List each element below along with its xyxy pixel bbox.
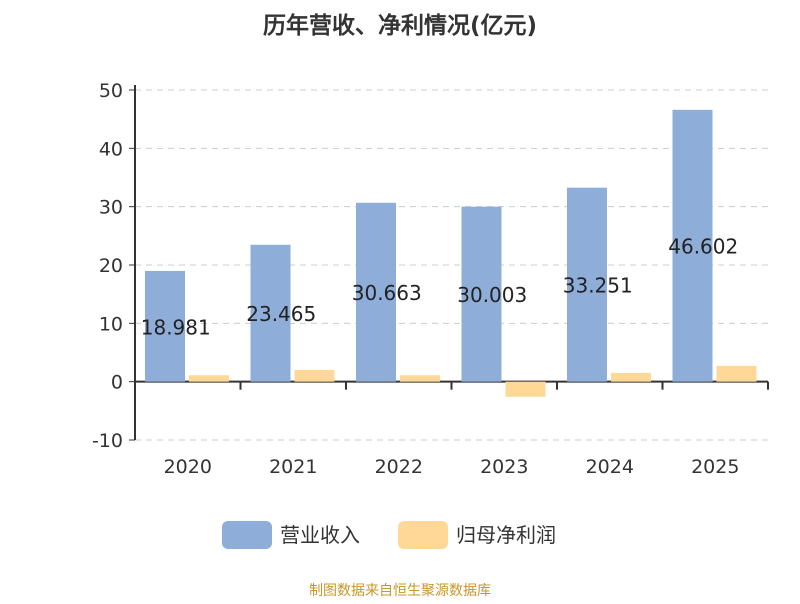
x-tick-label: 2025 [691, 456, 739, 478]
bar-revenue [567, 187, 607, 382]
data-label: 30.003 [457, 283, 527, 307]
data-label: 23.465 [246, 302, 316, 326]
bar-revenue [250, 244, 291, 382]
legend-label: 归母净利润 [456, 523, 556, 547]
data-label: 46.602 [668, 235, 738, 259]
x-tick-label: 2022 [375, 456, 423, 478]
y-tick-label: 30 [99, 197, 123, 219]
y-tick-label: 0 [111, 372, 123, 394]
legend-swatch [398, 521, 448, 549]
data-label: 18.981 [141, 315, 211, 339]
bar-revenue [461, 206, 502, 382]
bar-net-profit [505, 381, 546, 397]
x-tick-label: 2020 [164, 456, 212, 478]
x-tick-label: 2024 [586, 456, 634, 478]
y-tick-label: 10 [99, 313, 123, 335]
data-label: 30.663 [352, 281, 422, 305]
data-label: 33.251 [563, 274, 633, 298]
bar-net-profit [716, 365, 757, 382]
y-tick-label: 20 [99, 255, 123, 277]
x-tick-label: 2021 [269, 456, 317, 478]
bar-revenue [145, 270, 185, 382]
bar-net-profit [611, 372, 651, 382]
bar-net-profit [189, 375, 229, 382]
legend-label: 营业收入 [280, 523, 360, 547]
bar-revenue [356, 202, 396, 382]
bar-net-profit [400, 375, 440, 382]
source-note: 制图数据来自恒生聚源数据库 [309, 583, 491, 599]
y-tick-label: 40 [99, 138, 123, 160]
chart-title: 历年营收、净利情况(亿元) [263, 12, 537, 39]
bar-revenue [672, 109, 713, 382]
y-tick-label: -10 [92, 430, 123, 452]
legend-swatch [222, 521, 272, 549]
bar-net-profit [294, 370, 335, 382]
x-tick-label: 2023 [480, 456, 528, 478]
y-tick-label: 50 [99, 80, 123, 102]
